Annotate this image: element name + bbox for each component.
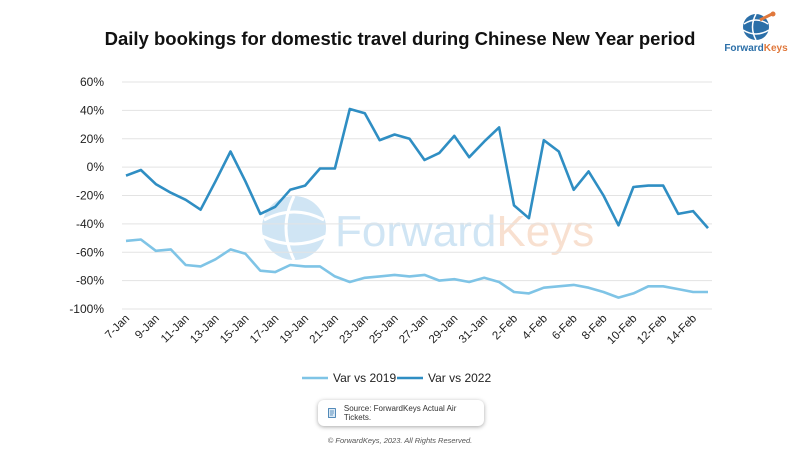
y-tick-label: -40% — [76, 217, 104, 231]
series-line-var-vs-2019 — [125, 238, 708, 299]
x-tick-label: 9-Jan — [133, 313, 162, 342]
document-icon — [328, 408, 336, 418]
x-tick-label: 12-Feb — [635, 313, 669, 347]
chart-title: Daily bookings for domestic travel durin… — [104, 28, 696, 49]
watermark-text: ForwardKeys — [335, 207, 594, 256]
y-tick-label: -100% — [69, 302, 104, 316]
x-tick-label: 23-Jan — [338, 313, 371, 346]
x-tick-label: 7-Jan — [103, 313, 132, 342]
forwardkeys-logo: ForwardKeys — [720, 10, 792, 58]
source-text: Source: ForwardKeys Actual Air Tickets. — [343, 404, 457, 422]
y-tick-label: 40% — [80, 103, 104, 117]
logo-wordmark: ForwardKeys — [724, 43, 788, 54]
y-tick-label: -60% — [76, 245, 104, 259]
globe-logo-icon — [742, 11, 776, 41]
globe-watermark-line — [284, 195, 296, 261]
x-tick-label: 25-Jan — [367, 313, 400, 346]
x-tick-label: 31-Jan — [457, 313, 490, 346]
x-tick-label: 29-Jan — [427, 313, 460, 346]
x-tick-label: 15-Jan — [218, 313, 251, 346]
globe-watermark-line — [261, 234, 327, 246]
series-line-var-vs-2022 — [125, 107, 709, 229]
y-tick-label: -20% — [76, 189, 104, 203]
x-tick-label: 11-Jan — [159, 313, 192, 346]
x-tick-label: 6-Feb — [550, 313, 580, 343]
y-tick-label: 0% — [87, 160, 105, 174]
globe-watermark-icon — [262, 196, 326, 260]
x-tick-label: 21-Jan — [308, 313, 341, 346]
globe-watermark-line — [263, 210, 325, 222]
copyright-notice: © ForwardKeys, 2023. All Rights Reserved… — [327, 436, 473, 445]
x-tick-label: 27-Jan — [397, 313, 430, 346]
watermark: ForwardKeys — [261, 195, 594, 261]
x-tick-label: 13-Jan — [188, 313, 221, 346]
legend-label: Var vs 2022 — [428, 371, 491, 385]
x-tick-label: 4-Feb — [520, 313, 550, 343]
legend-label: Var vs 2019 — [333, 371, 396, 385]
x-tick-label: 10-Feb — [605, 313, 639, 347]
x-tick-label: 17-Jan — [248, 313, 281, 346]
y-tick-label: -80% — [76, 274, 104, 288]
x-tick-label: 2-Feb — [490, 313, 520, 343]
source-note: Source: ForwardKeys Actual Air Tickets. — [318, 400, 484, 426]
y-tick-label: 60% — [80, 75, 104, 89]
line-chart: ForwardKeys 60% 40% 20% 0% -20% -40% -60% -80% -1… — [69, 75, 712, 385]
x-tick-label: 19-Jan — [278, 313, 311, 346]
x-tick-label: 14-Feb — [665, 313, 699, 347]
y-tick-label: 20% — [80, 132, 104, 146]
